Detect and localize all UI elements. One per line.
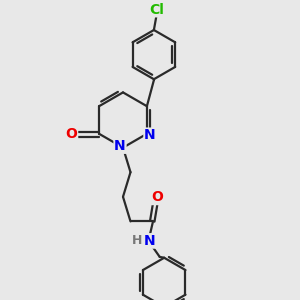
Text: O: O: [66, 127, 77, 141]
Text: N: N: [114, 139, 126, 153]
Text: Cl: Cl: [149, 3, 164, 16]
Text: N: N: [144, 234, 156, 248]
Text: H: H: [132, 234, 142, 248]
Text: O: O: [152, 190, 164, 204]
Text: N: N: [144, 128, 156, 142]
